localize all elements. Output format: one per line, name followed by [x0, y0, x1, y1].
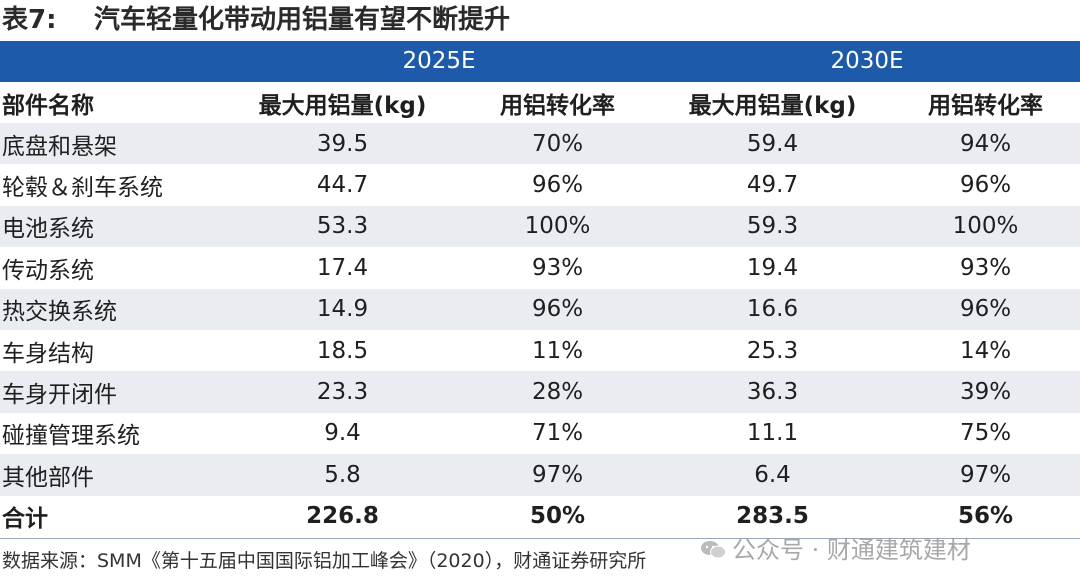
table-row: 底盘和悬架 39.5 70% 59.4 94%	[0, 123, 1080, 165]
table-title: 表7: 汽车轻量化带动用铝量有望不断提升	[2, 2, 510, 38]
component-name: 车身结构	[2, 340, 94, 367]
conversion-rate-2030: 100%	[891, 205, 1080, 248]
table-title-text: 汽车轻量化带动用铝量有望不断提升	[94, 5, 511, 35]
column-header-row: 部件名称 最大用铝量(kg) 用铝转化率 最大用铝量(kg) 用铝转化率	[0, 82, 1080, 123]
component-name: 电池系统	[0, 205, 224, 248]
column-header: 用铝转化率	[500, 92, 615, 119]
conversion-rate-2025: 11%	[531, 337, 584, 364]
table-row: 热交换系统 14.9 96% 16.6 96%	[0, 288, 1080, 330]
max-aluminum-2030: 59.3	[654, 205, 891, 248]
conversion-rate-2025: 97%	[461, 454, 654, 496]
table-row: 车身开闭件 23.3 28% 36.3 39%	[0, 371, 1080, 413]
max-aluminum-2030: 6.4	[654, 454, 891, 496]
total-label: 合计	[2, 506, 48, 533]
max-aluminum-2030: 49.7	[746, 172, 799, 199]
component-name: 底盘和悬架	[0, 123, 224, 165]
conversion-rate-2025: 96%	[461, 288, 654, 330]
conversion-rate-2030: 93%	[959, 254, 1012, 281]
watermark: 公众号 · 财通建筑建材	[700, 530, 971, 565]
max-aluminum-2025: 53.3	[224, 205, 461, 248]
conversion-rate-2030: 75%	[959, 420, 1012, 447]
column-header: 部件名称	[2, 92, 94, 119]
wechat-icon	[700, 538, 726, 559]
column-header: 用铝转化率	[928, 92, 1043, 119]
total-conversion-rate-2030: 56%	[957, 503, 1014, 530]
component-name: 热交换系统	[0, 288, 224, 330]
max-aluminum-2025: 23.3	[224, 371, 461, 413]
conversion-rate-2025: 28%	[461, 371, 654, 413]
conversion-rate-2030: 14%	[959, 337, 1012, 364]
component-name: 轮毂＆刹车系统	[2, 175, 163, 202]
bottom-rule	[0, 538, 1080, 539]
table-row: 车身结构 18.5 11% 25.3 14%	[0, 330, 1080, 371]
max-aluminum-2025: 18.5	[316, 337, 369, 364]
conversion-rate-2030: 94%	[891, 123, 1080, 165]
component-name: 碰撞管理系统	[2, 423, 140, 450]
total-row: 合计 226.8 50% 283.5 56%	[0, 496, 1080, 537]
table-number: 表7:	[2, 5, 57, 35]
table-row: 电池系统 53.3 100% 59.3 100%	[0, 205, 1080, 248]
conversion-rate-2025: 70%	[461, 123, 654, 165]
component-name: 传动系统	[2, 257, 94, 284]
component-name: 其他部件	[0, 454, 224, 496]
watermark-text: 公众号 · 财通建筑建材	[732, 536, 971, 564]
conversion-rate-2030: 97%	[891, 454, 1080, 496]
max-aluminum-2030: 16.6	[654, 288, 891, 330]
column-header: 最大用铝量(kg)	[258, 92, 427, 119]
table-row: 传动系统 17.4 93% 19.4 93%	[0, 247, 1080, 288]
max-aluminum-2025: 14.9	[224, 288, 461, 330]
max-aluminum-2025: 39.5	[224, 123, 461, 165]
year-2025e: 2025E	[402, 48, 476, 74]
component-name: 车身开闭件	[0, 371, 224, 413]
conversion-rate-2025: 93%	[531, 254, 584, 281]
max-aluminum-2030: 36.3	[654, 371, 891, 413]
table-row: 轮毂＆刹车系统 44.7 96% 49.7 96%	[0, 164, 1080, 205]
conversion-rate-2025: 71%	[531, 420, 584, 447]
max-aluminum-2025: 9.4	[324, 420, 361, 447]
conversion-rate-2025: 96%	[531, 172, 584, 199]
source-note: 数据来源：SMM《第十五届中国国际铝加工峰会》（2020），财通证券研究所	[2, 550, 647, 572]
max-aluminum-2025: 17.4	[316, 254, 369, 281]
table-row: 其他部件 5.8 97% 6.4 97%	[0, 454, 1080, 496]
max-aluminum-2030: 11.1	[746, 420, 799, 447]
year-header-band: 2025E 2030E	[0, 41, 1080, 82]
conversion-rate-2030: 96%	[959, 172, 1012, 199]
max-aluminum-2030: 59.4	[654, 123, 891, 165]
conversion-rate-2030: 39%	[891, 371, 1080, 413]
total-max-aluminum-2030: 283.5	[736, 503, 809, 530]
conversion-rate-2030: 96%	[891, 288, 1080, 330]
year-2030e: 2030E	[830, 48, 904, 74]
total-max-aluminum-2025: 226.8	[306, 503, 379, 530]
aluminum-table: 部件名称 最大用铝量(kg) 用铝转化率 最大用铝量(kg) 用铝转化率 底盘和…	[0, 82, 1080, 537]
max-aluminum-2030: 25.3	[746, 337, 799, 364]
max-aluminum-2025: 5.8	[224, 454, 461, 496]
max-aluminum-2025: 44.7	[316, 172, 369, 199]
table-body: 部件名称 最大用铝量(kg) 用铝转化率 最大用铝量(kg) 用铝转化率 底盘和…	[0, 82, 1080, 537]
table-row: 碰撞管理系统 9.4 71% 11.1 75%	[0, 413, 1080, 454]
max-aluminum-2030: 19.4	[746, 254, 799, 281]
total-conversion-rate-2025: 50%	[529, 503, 586, 530]
column-header: 最大用铝量(kg)	[688, 92, 857, 119]
conversion-rate-2025: 100%	[461, 205, 654, 248]
